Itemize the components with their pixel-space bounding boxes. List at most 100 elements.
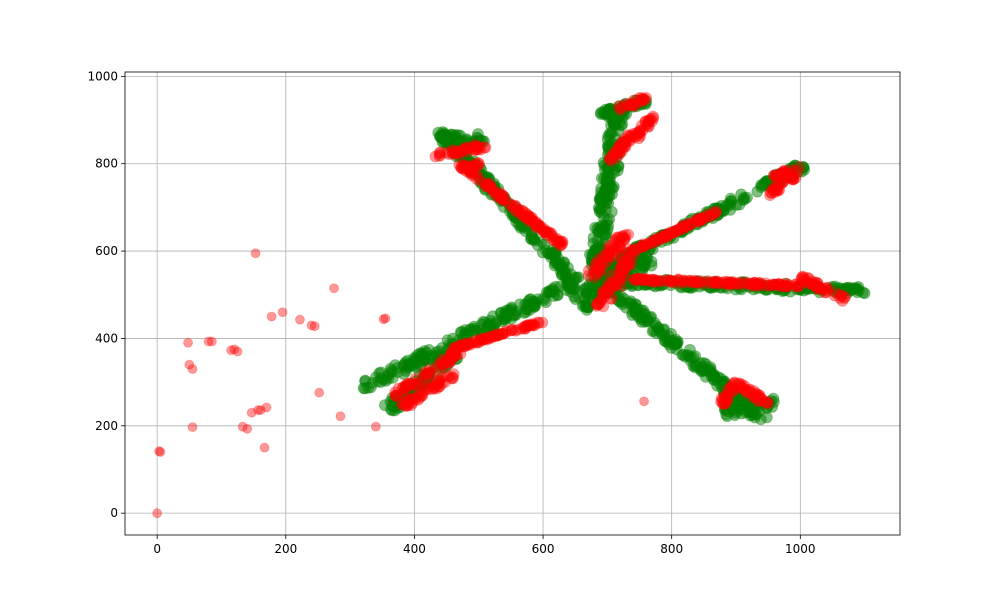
series-1 [152, 91, 851, 519]
scatter-point [672, 273, 685, 286]
scatter-point [473, 141, 486, 154]
scatter-point [463, 338, 476, 351]
scatter-point [753, 279, 766, 292]
scatter-point [468, 139, 481, 152]
scatter-point [619, 140, 632, 153]
series-0 [357, 94, 871, 426]
scatter-point [766, 184, 779, 197]
scatter-point [614, 103, 627, 116]
scatter-point [672, 223, 685, 236]
scatter-point [395, 397, 408, 410]
scatter-point [612, 272, 625, 285]
scatter-point [439, 375, 452, 388]
scatter-point [761, 396, 774, 409]
scatter-point [528, 319, 541, 332]
scatter-point [451, 347, 464, 360]
scatter-point [747, 385, 760, 398]
scatter-point [657, 230, 670, 243]
scatter-point [777, 164, 790, 177]
scatter-point [744, 277, 757, 290]
scatter-point [707, 275, 720, 288]
scatter-point [468, 158, 481, 171]
scatter-point [483, 331, 496, 344]
scatter-point [481, 180, 494, 193]
scatter-point [639, 115, 652, 128]
scatter-point [743, 383, 756, 396]
scatter-point [648, 273, 661, 286]
scatter-point [618, 140, 631, 153]
scatter-point [450, 145, 463, 158]
scatter-point [470, 334, 483, 347]
scatter-point [611, 245, 624, 258]
scatter-point [404, 393, 417, 406]
scatter-point [627, 273, 640, 286]
scatter-point [613, 241, 626, 254]
scatter-point [633, 126, 646, 139]
scatter-point [614, 267, 627, 280]
scatter-point [657, 229, 670, 242]
scatter-point [539, 224, 552, 237]
scatter-point [711, 276, 724, 289]
scatter-point [765, 187, 778, 200]
scatter-point [471, 128, 484, 141]
scatter-point [773, 277, 786, 290]
scatter-point [657, 231, 670, 244]
scatter-point [203, 336, 214, 347]
scatter-point [464, 167, 477, 180]
scatter-point [593, 261, 606, 274]
scatter-point [742, 385, 755, 398]
scatter-point [718, 389, 731, 402]
scatter-point [605, 240, 618, 253]
scatter-point [787, 172, 800, 185]
scatter-point [771, 169, 784, 182]
scatter-point [495, 191, 508, 204]
scatter-point [748, 276, 761, 289]
scatter-point [789, 172, 802, 185]
scatter-point [791, 280, 804, 293]
scatter-point [721, 383, 734, 396]
scatter-point [583, 289, 596, 302]
scatter-point [494, 188, 507, 201]
scatter-point [528, 219, 541, 232]
scatter-point [604, 244, 617, 257]
scatter-point [385, 364, 398, 377]
scatter-point [614, 102, 627, 115]
scatter-point [460, 165, 473, 178]
scatter-point [637, 238, 650, 251]
scatter-point [595, 293, 608, 306]
scatter-point [525, 211, 538, 224]
scatter-point [416, 375, 429, 388]
scatter-point [478, 333, 491, 346]
scatter-point [629, 274, 642, 287]
scatter-point [606, 250, 619, 263]
scatter-point [588, 271, 601, 284]
scatter-point [532, 219, 545, 232]
scatter-point [536, 221, 549, 234]
scatter-point [550, 234, 563, 247]
scatter-point [701, 275, 714, 288]
scatter-point [664, 227, 677, 240]
scatter-point [639, 396, 650, 407]
scatter-point [404, 379, 417, 392]
scatter-point [449, 344, 462, 357]
scatter-point [602, 280, 615, 293]
scatter-point [635, 95, 648, 108]
scatter-point [693, 213, 706, 226]
scatter-point [521, 211, 534, 224]
scatter-point [664, 275, 677, 288]
scatter-point [646, 115, 659, 128]
scatter-point [519, 207, 532, 220]
scatter-point [818, 282, 831, 295]
scatter-point [335, 411, 346, 422]
scatter-point [661, 229, 674, 242]
scatter-point [415, 389, 428, 402]
scatter-point [446, 144, 459, 157]
scatter-point [614, 236, 627, 249]
scatter-point [431, 361, 444, 374]
scatter-point [492, 189, 505, 202]
scatter-point [612, 144, 625, 157]
scatter-point [774, 170, 787, 183]
scatter-point [463, 160, 476, 173]
scatter-point [760, 279, 773, 292]
scatter-point [744, 279, 757, 292]
